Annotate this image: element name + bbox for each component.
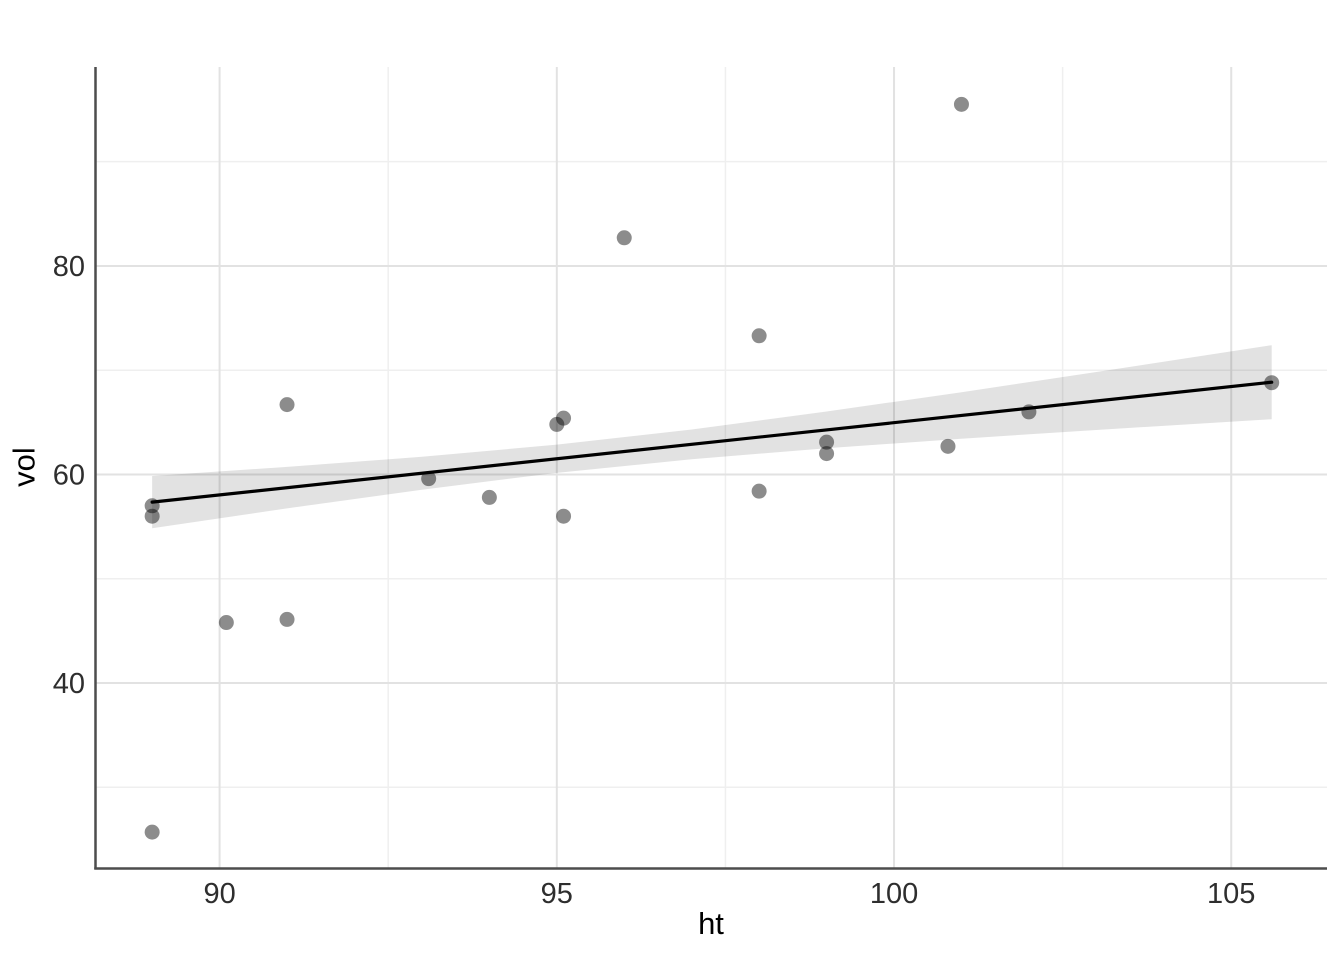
data-point [144,824,160,840]
data-point [751,328,767,344]
data-point [556,508,572,524]
x-axis-title: ht [698,906,724,941]
y-tick-label: 40 [53,668,85,700]
data-point [616,230,632,246]
data-point [218,615,234,631]
confidence-band [152,345,1272,529]
data-point [953,96,969,112]
data-point [144,498,160,514]
regression-line [150,380,1274,504]
y-axis-title: vol [6,447,42,487]
x-tick-label: 105 [1207,878,1255,910]
data-point [556,410,572,426]
data-point [144,508,160,524]
data-point [481,489,497,505]
data-point [549,416,565,432]
data-point [940,438,956,454]
data-point [421,471,437,487]
data-point [819,446,835,462]
y-tick-label: 80 [53,251,85,283]
x-tick-label: 90 [203,878,235,910]
data-point [819,434,835,450]
x-tick-label: 95 [541,878,573,910]
y-tick-label: 60 [53,459,85,491]
data-point [279,611,295,627]
x-tick-label: 100 [870,878,918,910]
data-point [1021,404,1037,420]
data-point [1264,375,1280,391]
data-point [751,483,767,499]
data-point [279,397,295,413]
